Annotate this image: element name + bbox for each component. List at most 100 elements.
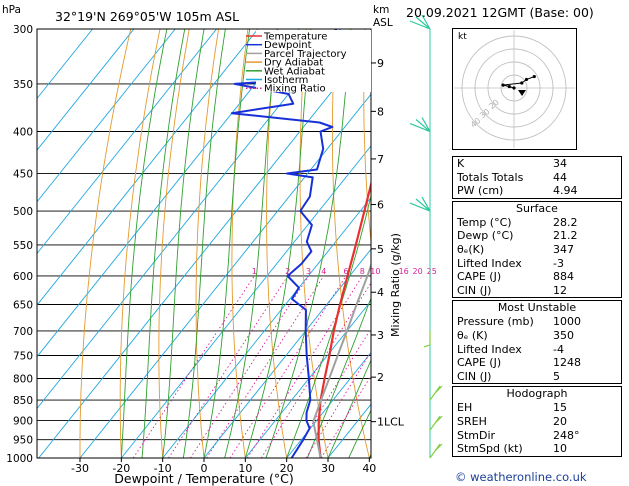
height-tick-label: 4	[377, 286, 384, 299]
stat-label: Lifted Index	[457, 256, 522, 270]
mixing-ratio-label: 1	[252, 267, 257, 276]
hodograph-title: Hodograph	[506, 387, 568, 401]
stat-label: Temp (°C)	[457, 215, 512, 229]
stat-row: K 34	[453, 157, 621, 171]
isotherm-line	[79, 93, 371, 458]
surface-title: Surface	[516, 201, 558, 215]
stat-value: 21.2	[553, 229, 578, 243]
wind-barb	[429, 443, 443, 459]
temperature-tick-labels: -30 -20 -10 0 10 20 30 40	[71, 458, 376, 475]
temperature-tick-label: 40	[362, 462, 376, 475]
wet-adiabat-line	[162, 29, 205, 458]
height-tick-label: 3	[377, 329, 384, 342]
stat-label: Lifted Index	[457, 342, 522, 356]
indices-table: K 34 Totals Totals 44 PW (cm) 4.94	[452, 156, 622, 199]
stat-label: SREH	[457, 414, 487, 428]
wind-barb	[429, 415, 443, 431]
wind-barb	[423, 330, 431, 348]
mixing-ratio-label: 2	[285, 267, 290, 276]
stat-value: 350	[553, 328, 574, 342]
mixing-ratio-label: 10	[370, 267, 380, 276]
height-tick-label: 8	[377, 105, 384, 118]
stat-value: 347	[553, 242, 574, 256]
wind-barb	[409, 196, 431, 212]
temperature-tick-label: 0	[201, 462, 208, 475]
dry-adiabat-line	[363, 29, 371, 246]
temperature-tick-label: 20	[280, 462, 294, 475]
stat-row: Lifted Index -4	[453, 343, 621, 357]
isotherm-line	[244, 300, 371, 458]
stat-value: 10	[553, 442, 567, 456]
stat-row: θₑ(K) 347	[453, 243, 621, 257]
stat-label: CIN (J)	[457, 283, 492, 297]
temperature-tick-label: -30	[71, 462, 89, 475]
dry-adiabat-line	[119, 29, 161, 458]
hpa-unit-label: hPa	[2, 4, 21, 16]
isotherm-line	[37, 29, 135, 151]
mixing-ratio-label: 6	[343, 267, 348, 276]
temperature-tick-label: 30	[321, 462, 335, 475]
stat-row: Totals Totals 44	[453, 171, 621, 185]
stat-row: StmSpd (kt) 10	[453, 442, 621, 456]
mixing-ratio-line	[132, 275, 255, 458]
mixing-ratio-axis-label: Mixing Ratio (g/kg)	[389, 233, 402, 337]
isotherm-line	[37, 29, 217, 255]
pressure-tick-label: 800	[13, 373, 33, 385]
stat-value: 34	[553, 157, 567, 170]
height-tick-label: 7	[377, 153, 384, 166]
pressure-tick-label: 550	[13, 240, 33, 252]
mixing-ratio-line	[229, 275, 347, 458]
height-tick-label: 6	[377, 199, 384, 212]
temperature-line	[317, 180, 371, 458]
stat-row: CAPE (J) 1248	[453, 356, 621, 370]
copyright: © weatheronline.co.uk	[455, 470, 587, 484]
height-tick-label: 5	[377, 243, 384, 256]
stats-panel: K 34 Totals Totals 44 PW (cm) 4.94 Surface Te…	[452, 156, 622, 457]
legend-entry: Temperature	[263, 32, 327, 43]
pressure-tick-label: 600	[13, 271, 33, 283]
isotherm-line	[37, 29, 176, 203]
x-axis-label: Dewpoint / Temperature (°C)	[114, 471, 293, 486]
wet-adiabat-line	[182, 29, 226, 458]
mixing-ratio-line	[168, 275, 289, 458]
mixing-ratio-line	[190, 275, 309, 458]
wet-adiabat-line	[265, 29, 352, 458]
stat-value: 1000	[553, 315, 581, 329]
most-unstable-title: Most Unstable	[497, 301, 577, 315]
pressure-tick-label: 900	[13, 415, 33, 427]
datetime-header: 20.09.2021 12GMT (Base: 00)	[406, 2, 622, 20]
hodograph-point	[520, 81, 524, 85]
stat-label: K	[457, 157, 465, 170]
wet-adiabat-line	[306, 296, 371, 458]
stat-value: 12	[553, 283, 567, 297]
isotherm-line	[37, 29, 341, 410]
pressure-tick-label: 1000	[6, 453, 33, 465]
isotherm-line	[286, 351, 371, 458]
stat-value: 248°	[553, 428, 580, 442]
isotherm-lines	[37, 29, 371, 458]
wind-barbs	[409, 14, 443, 459]
stat-row: CIN (J) 12	[453, 284, 621, 298]
pressure-tick-label: 750	[13, 350, 33, 362]
height-tick-label: 1LCL	[377, 416, 405, 429]
pressure-tick-label: 450	[13, 168, 33, 180]
km-unit-label: km	[373, 4, 389, 16]
stat-value: 884	[553, 270, 574, 284]
storm-motion-marker	[518, 90, 526, 96]
stat-label: Totals Totals	[457, 170, 524, 184]
hodograph-point	[501, 83, 505, 87]
legend-entry: Wet Adiabat	[264, 66, 325, 77]
surface-box: Surface Temp (°C) 28.2 Dewp (°C) 21.2 θₑ(K) 3…	[452, 200, 622, 299]
stat-row: Pressure (mb) 1000	[453, 315, 621, 329]
stat-label: Pressure (mb)	[457, 315, 534, 329]
stat-row: Dewp (°C) 21.2	[453, 229, 621, 243]
stat-label: θₑ(K)	[457, 242, 485, 256]
mixing-ratio-label: 20	[412, 267, 422, 276]
wind-barb	[409, 117, 431, 133]
dry-adiabat-line	[424, 29, 452, 458]
wet-adiabat-line	[120, 29, 168, 458]
legend-box	[256, 30, 371, 92]
wet-adiabat-line	[327, 359, 371, 458]
mixing-ratio-lines	[132, 275, 371, 458]
